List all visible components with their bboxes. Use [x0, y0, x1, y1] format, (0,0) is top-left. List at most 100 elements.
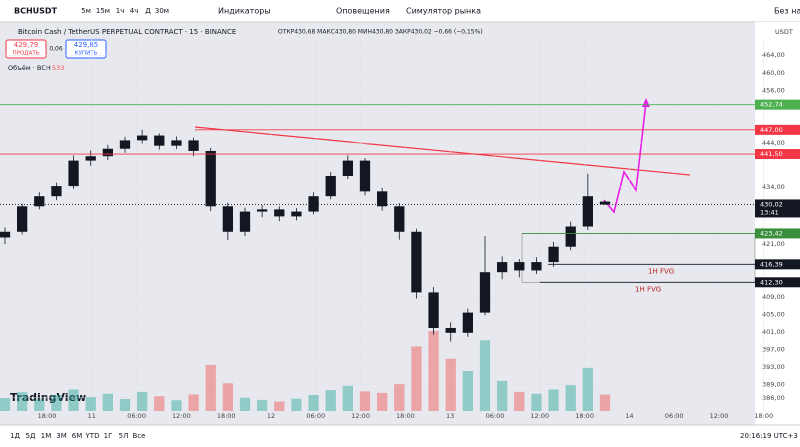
spread: 0,06: [49, 46, 63, 53]
candle-body: [222, 206, 233, 232]
candle-body: [394, 206, 405, 232]
trend-line: [194, 126, 691, 176]
x-tick-label: 13: [446, 412, 454, 420]
candle-body: [257, 209, 268, 212]
y-tick-label: 405,00: [762, 310, 785, 318]
range-button[interactable]: 1Д: [10, 432, 20, 440]
price-tag: [755, 277, 800, 288]
countdown: 13:41: [760, 208, 779, 216]
interval-button[interactable]: Д: [145, 7, 151, 15]
volume-bar: [239, 397, 251, 411]
volume-bar: [171, 400, 182, 411]
volume-bar: [428, 331, 439, 411]
candle-body: [342, 160, 353, 176]
volume-bar: [497, 380, 508, 411]
volume-bar: [51, 395, 62, 411]
alerts-button[interactable]: Оповещения: [336, 7, 390, 16]
bottom-bar: [0, 425, 800, 447]
range-button[interactable]: 1Г: [104, 432, 113, 440]
price-tag-label: 412,30: [760, 278, 783, 286]
price-tag: [755, 199, 800, 218]
interval-button[interactable]: 1ч: [116, 7, 125, 15]
x-tick-label: 14: [625, 412, 633, 420]
x-tick-label: 12:00: [710, 412, 729, 420]
candle-body: [85, 156, 96, 161]
y-tick-label: 386,00: [762, 394, 785, 402]
buy-button[interactable]: [65, 39, 107, 59]
interval-button[interactable]: 4ч: [130, 7, 139, 15]
range-button[interactable]: 5Д: [26, 432, 36, 440]
volume-bar: [205, 364, 216, 411]
price-tag-label: 441,50: [760, 150, 783, 158]
volume-bar: [342, 385, 353, 411]
candle-body: [462, 312, 473, 333]
x-tick-label: 18:00: [38, 412, 57, 420]
volume-bar: [325, 390, 336, 411]
interval-button[interactable]: 15м: [96, 7, 110, 15]
price-tag: [755, 228, 800, 239]
volume-bar: [68, 389, 79, 411]
sell-label: ПРОДАТЬ: [13, 51, 40, 57]
volume-bar: [137, 391, 148, 411]
candle-body: [205, 150, 216, 207]
price-tag-label: 452,74: [760, 101, 783, 109]
y-tick-label: 401,00: [762, 328, 785, 336]
candle-body: [377, 191, 388, 207]
indicators-button[interactable]: Индикаторы: [218, 7, 271, 16]
volume-bar: [188, 394, 199, 411]
candle-body: [428, 292, 439, 328]
range-button[interactable]: YTD: [85, 432, 100, 440]
symbol[interactable]: BCHUSDT: [14, 7, 58, 16]
range-button[interactable]: 1М: [41, 432, 52, 440]
x-tick-label: 18:00: [217, 412, 236, 420]
candle-body: [51, 186, 62, 197]
buy-label: КУПИТЬ: [75, 51, 98, 57]
price-tag: [755, 124, 800, 135]
volume-bar: [154, 396, 165, 411]
y-tick-label: 444,00: [762, 139, 785, 147]
volume-bar: [394, 384, 405, 411]
volume-bar: [599, 394, 611, 411]
candle-body: [188, 140, 199, 151]
candle-body: [34, 196, 45, 207]
x-tick-label: 06:00: [127, 412, 146, 420]
volume-bar: [411, 346, 422, 411]
volume-bar: [308, 395, 319, 411]
interval-button[interactable]: 5м: [81, 7, 91, 15]
interval-button[interactable]: 30м: [155, 7, 169, 15]
layout-name[interactable]: Без наз: [774, 7, 800, 16]
currency[interactable]: USDT: [775, 28, 793, 36]
range-button[interactable]: 6М: [72, 432, 83, 440]
y-tick-label: 389,00: [762, 381, 785, 389]
candle-body: [411, 231, 422, 293]
y-tick-label: 393,00: [762, 363, 785, 371]
candle-body: [565, 226, 576, 247]
x-tick-label: 06:00: [306, 412, 325, 420]
volume-bar: [291, 398, 302, 411]
y-tick-label: 421,00: [762, 240, 785, 248]
candle-body: [68, 160, 79, 187]
x-tick-label: 18:00: [396, 412, 415, 420]
volume-bar: [565, 385, 576, 411]
candle-body: [239, 211, 251, 232]
legend-title: Bitcoin Cash / TetherUS PERPETUAL CONTRA…: [18, 28, 236, 36]
volume-bar: [359, 391, 371, 411]
sell-button[interactable]: [5, 39, 47, 59]
range-button[interactable]: Все: [133, 432, 146, 440]
candle-body: [274, 209, 285, 217]
price-tag-label: 447,00: [760, 126, 783, 134]
candle-body: [479, 272, 491, 313]
volume-bar: [222, 383, 233, 411]
volume-bar: [548, 389, 559, 411]
range-button[interactable]: 5Л: [119, 432, 129, 440]
candle-body: [154, 135, 165, 146]
y-tick-label: 434,00: [762, 183, 785, 191]
range-button[interactable]: 3М: [56, 432, 67, 440]
volume-bar: [274, 401, 285, 411]
x-tick-label: 06:00: [486, 412, 505, 420]
volume-bar: [462, 371, 473, 411]
simulator-button[interactable]: Симулятор рынка: [406, 7, 481, 16]
buy-price: 429,85: [74, 41, 99, 49]
volume-bar: [85, 397, 96, 411]
